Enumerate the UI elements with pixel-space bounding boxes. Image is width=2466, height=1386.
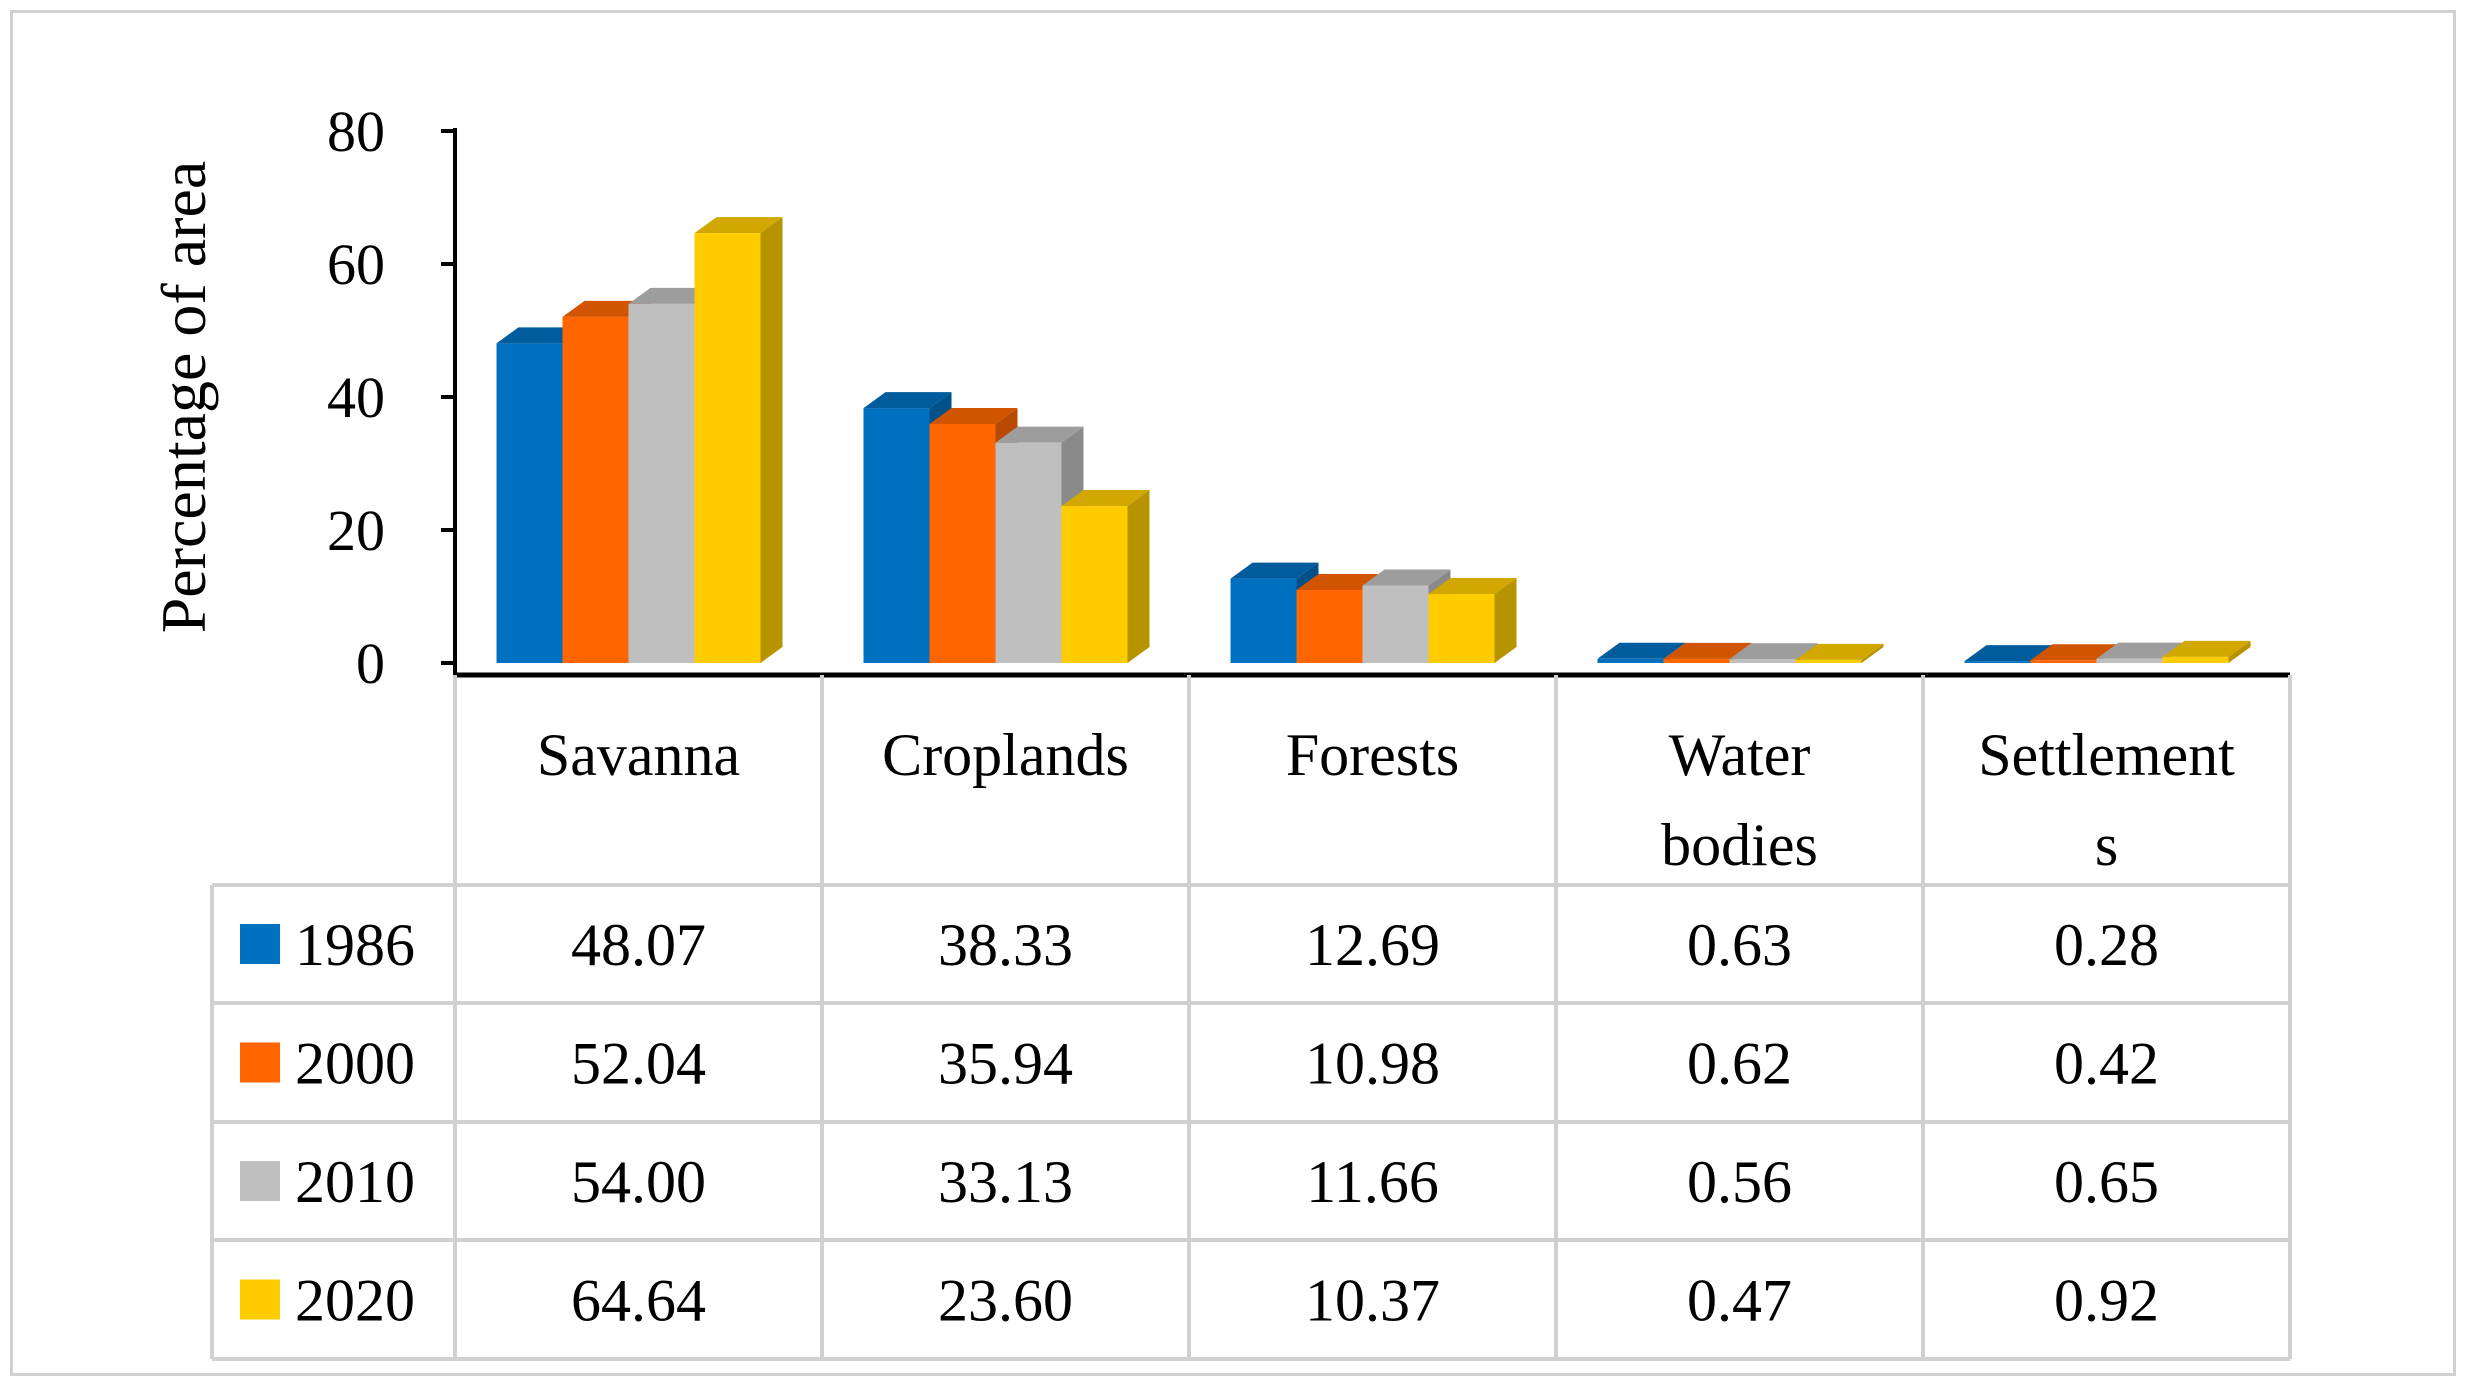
legend-label: 2010 xyxy=(295,1149,415,1215)
bars-group xyxy=(496,217,2251,664)
bar xyxy=(2162,640,2251,663)
bar-front xyxy=(995,442,1062,663)
legend-swatch xyxy=(240,1161,280,1201)
bar-front xyxy=(628,303,695,663)
data-label: 0.42 xyxy=(2054,1031,2159,1097)
data-label: 52.04 xyxy=(571,1031,706,1097)
bar-front xyxy=(694,233,761,664)
bar-front xyxy=(929,423,996,663)
x-tick-label: s xyxy=(2095,812,2118,878)
data-label: 0.92 xyxy=(2054,1268,2159,1334)
data-label: 0.28 xyxy=(2054,912,2159,978)
y-tick-label: 60 xyxy=(327,232,385,297)
legend-label: 2000 xyxy=(295,1031,415,1097)
data-label: 0.47 xyxy=(1687,1268,1792,1334)
bar-front xyxy=(1230,578,1297,663)
bar-top xyxy=(1663,642,1752,659)
bar-top xyxy=(1729,643,1818,660)
bar-top xyxy=(1795,643,1884,660)
bar-side xyxy=(1861,643,1884,663)
data-label: 33.13 xyxy=(938,1149,1073,1215)
legend-swatch xyxy=(240,1042,280,1083)
data-label: 35.94 xyxy=(938,1031,1073,1097)
bar-front xyxy=(1795,659,1862,663)
data-label: 54.00 xyxy=(571,1149,706,1215)
x-tick-label: bodies xyxy=(1661,812,1818,878)
legend-label: 1986 xyxy=(295,912,415,978)
bar-top xyxy=(1230,562,1319,579)
bar-top xyxy=(1964,645,2053,662)
bar-top xyxy=(2162,640,2251,657)
bar-front xyxy=(562,316,629,663)
y-tick-label: 20 xyxy=(327,498,385,563)
bar-front xyxy=(496,343,563,663)
bar-side xyxy=(760,217,783,664)
bar-top xyxy=(2096,642,2185,659)
y-tick-label: 0 xyxy=(356,631,385,696)
bar-top xyxy=(929,407,1018,424)
y-tick-label: 80 xyxy=(327,99,385,164)
bar-front xyxy=(1729,659,1796,663)
bar-top xyxy=(1362,569,1451,586)
data-label: 11.66 xyxy=(1306,1149,1439,1215)
bar-front xyxy=(1663,658,1730,663)
bar-front xyxy=(2162,656,2229,663)
bar-front xyxy=(1964,661,2031,663)
data-label: 10.98 xyxy=(1305,1031,1440,1097)
bar xyxy=(1061,490,1150,663)
data-label: 64.64 xyxy=(571,1268,706,1334)
bar-side xyxy=(1127,490,1150,663)
data-label: 10.37 xyxy=(1305,1268,1440,1334)
bar-side xyxy=(2228,640,2251,663)
data-table-grid xyxy=(210,675,2292,1361)
data-label: 12.69 xyxy=(1305,912,1440,978)
bar-top xyxy=(1061,490,1150,507)
x-tick-label: Croplands xyxy=(882,722,1129,788)
bar xyxy=(1428,578,1517,663)
x-tick-label: Water xyxy=(1669,722,1811,788)
data-label: 0.65 xyxy=(2054,1149,2159,1215)
data-label: 23.60 xyxy=(938,1268,1073,1334)
y-axis-title: Percentage of area xyxy=(148,161,219,634)
data-label: 48.07 xyxy=(571,912,706,978)
bar-front xyxy=(1428,594,1495,663)
bar-side xyxy=(1494,578,1517,663)
legend-swatch xyxy=(240,1279,280,1320)
bar-top xyxy=(863,392,952,409)
chart-frame xyxy=(10,10,2456,1376)
bar-top xyxy=(1597,642,1686,659)
bar-front xyxy=(1296,589,1363,663)
bar-top xyxy=(995,426,1084,443)
data-label: 0.63 xyxy=(1687,912,1792,978)
bar-front xyxy=(1362,585,1429,663)
bar-front xyxy=(2096,658,2163,663)
x-tick-label: Settlement xyxy=(1978,722,2235,788)
bar-front xyxy=(1061,506,1128,663)
bar xyxy=(694,217,783,664)
bar-front xyxy=(2030,660,2097,663)
x-tick-label: Forests xyxy=(1286,722,1459,788)
bar-top xyxy=(1428,578,1517,595)
bar-front xyxy=(863,408,930,663)
bar-front xyxy=(1597,658,1664,663)
bar-top xyxy=(2030,644,2119,661)
bar-top xyxy=(694,217,783,234)
data-label: 0.62 xyxy=(1687,1031,1792,1097)
data-label: 0.56 xyxy=(1687,1149,1792,1215)
data-label: 38.33 xyxy=(938,912,1073,978)
y-tick-label: 40 xyxy=(327,365,385,430)
legend-swatch xyxy=(240,924,280,964)
bar xyxy=(1795,643,1884,663)
legend-label: 2020 xyxy=(295,1268,415,1334)
x-tick-label: Savanna xyxy=(537,722,740,788)
